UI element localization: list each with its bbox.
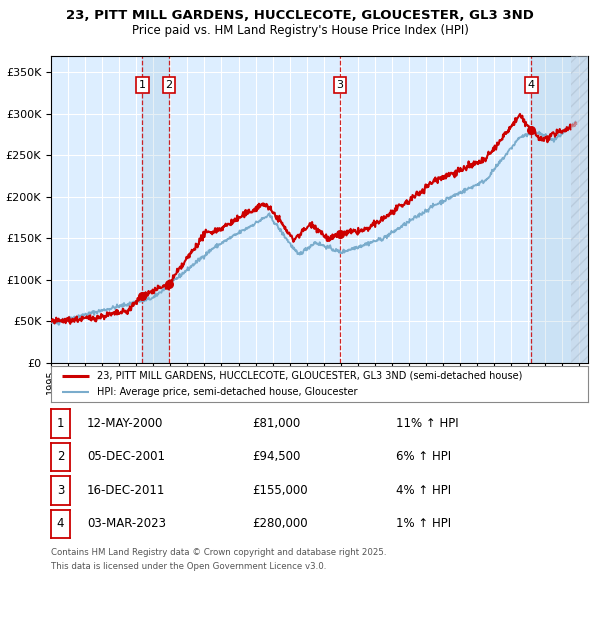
Text: 4: 4 [57,518,64,530]
Text: 1% ↑ HPI: 1% ↑ HPI [396,518,451,530]
Text: 1: 1 [57,417,64,430]
Text: 6% ↑ HPI: 6% ↑ HPI [396,451,451,463]
Bar [142,56,169,363]
Text: 2: 2 [57,451,64,463]
Text: This data is licensed under the Open Government Licence v3.0.: This data is licensed under the Open Gov… [51,562,326,571]
Text: 1: 1 [139,80,146,90]
Text: 11% ↑ HPI: 11% ↑ HPI [396,417,458,430]
Text: 12-MAY-2000: 12-MAY-2000 [87,417,163,430]
Bar [571,56,588,363]
Text: 23, PITT MILL GARDENS, HUCCLECOTE, GLOUCESTER, GL3 3ND (semi-detached house): 23, PITT MILL GARDENS, HUCCLECOTE, GLOUC… [97,371,522,381]
Text: 16-DEC-2011: 16-DEC-2011 [87,484,166,497]
Text: 2: 2 [166,80,173,90]
Text: Price paid vs. HM Land Registry's House Price Index (HPI): Price paid vs. HM Land Registry's House … [131,24,469,37]
Text: £94,500: £94,500 [252,451,301,463]
Text: 03-MAR-2023: 03-MAR-2023 [87,518,166,530]
Text: £280,000: £280,000 [252,518,308,530]
Text: 3: 3 [337,80,343,90]
Bar [531,56,588,363]
Text: 05-DEC-2001: 05-DEC-2001 [87,451,165,463]
Text: HPI: Average price, semi-detached house, Gloucester: HPI: Average price, semi-detached house,… [97,387,357,397]
Text: £81,000: £81,000 [252,417,300,430]
Text: Contains HM Land Registry data © Crown copyright and database right 2025.: Contains HM Land Registry data © Crown c… [51,548,386,557]
Text: 23, PITT MILL GARDENS, HUCCLECOTE, GLOUCESTER, GL3 3ND: 23, PITT MILL GARDENS, HUCCLECOTE, GLOUC… [66,9,534,22]
Text: 4% ↑ HPI: 4% ↑ HPI [396,484,451,497]
Text: 4: 4 [527,80,535,90]
Text: £155,000: £155,000 [252,484,308,497]
Text: 3: 3 [57,484,64,497]
